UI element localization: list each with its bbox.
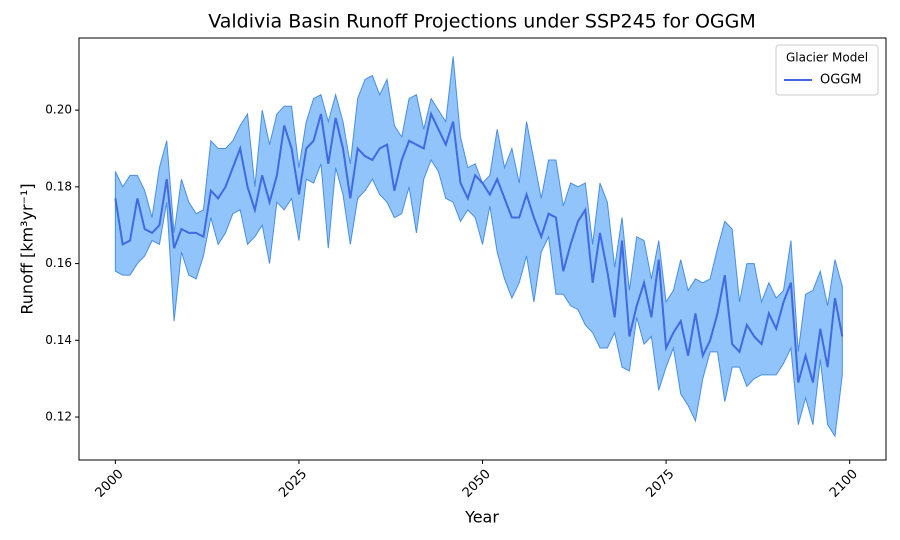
x-tick-label: 2000 [93, 467, 127, 501]
mean-line [114, 110, 844, 383]
x-axis-label: Year [464, 508, 499, 527]
x-tick-label: 2075 [643, 467, 677, 501]
legend-label: OGGM [820, 73, 862, 88]
y-axis-label: Runoff [km³yr⁻¹] [18, 183, 37, 314]
x-tick-label: 2025 [276, 467, 310, 501]
y-tick-label: 0.16 [45, 256, 72, 270]
y-tick-label: 0.18 [45, 179, 72, 193]
y-tick-label: 0.14 [45, 333, 72, 347]
y-tick-label: 0.12 [45, 410, 72, 424]
chart-title: Valdivia Basin Runoff Projections under … [208, 11, 756, 33]
x-tick-label: 2050 [460, 467, 494, 501]
legend-title: Glacier Model [786, 51, 868, 65]
y-tick-label: 0.20 [45, 103, 72, 117]
legend-box [775, 44, 879, 96]
range-band [114, 56, 843, 438]
x-tick-label: 2100 [827, 467, 861, 501]
